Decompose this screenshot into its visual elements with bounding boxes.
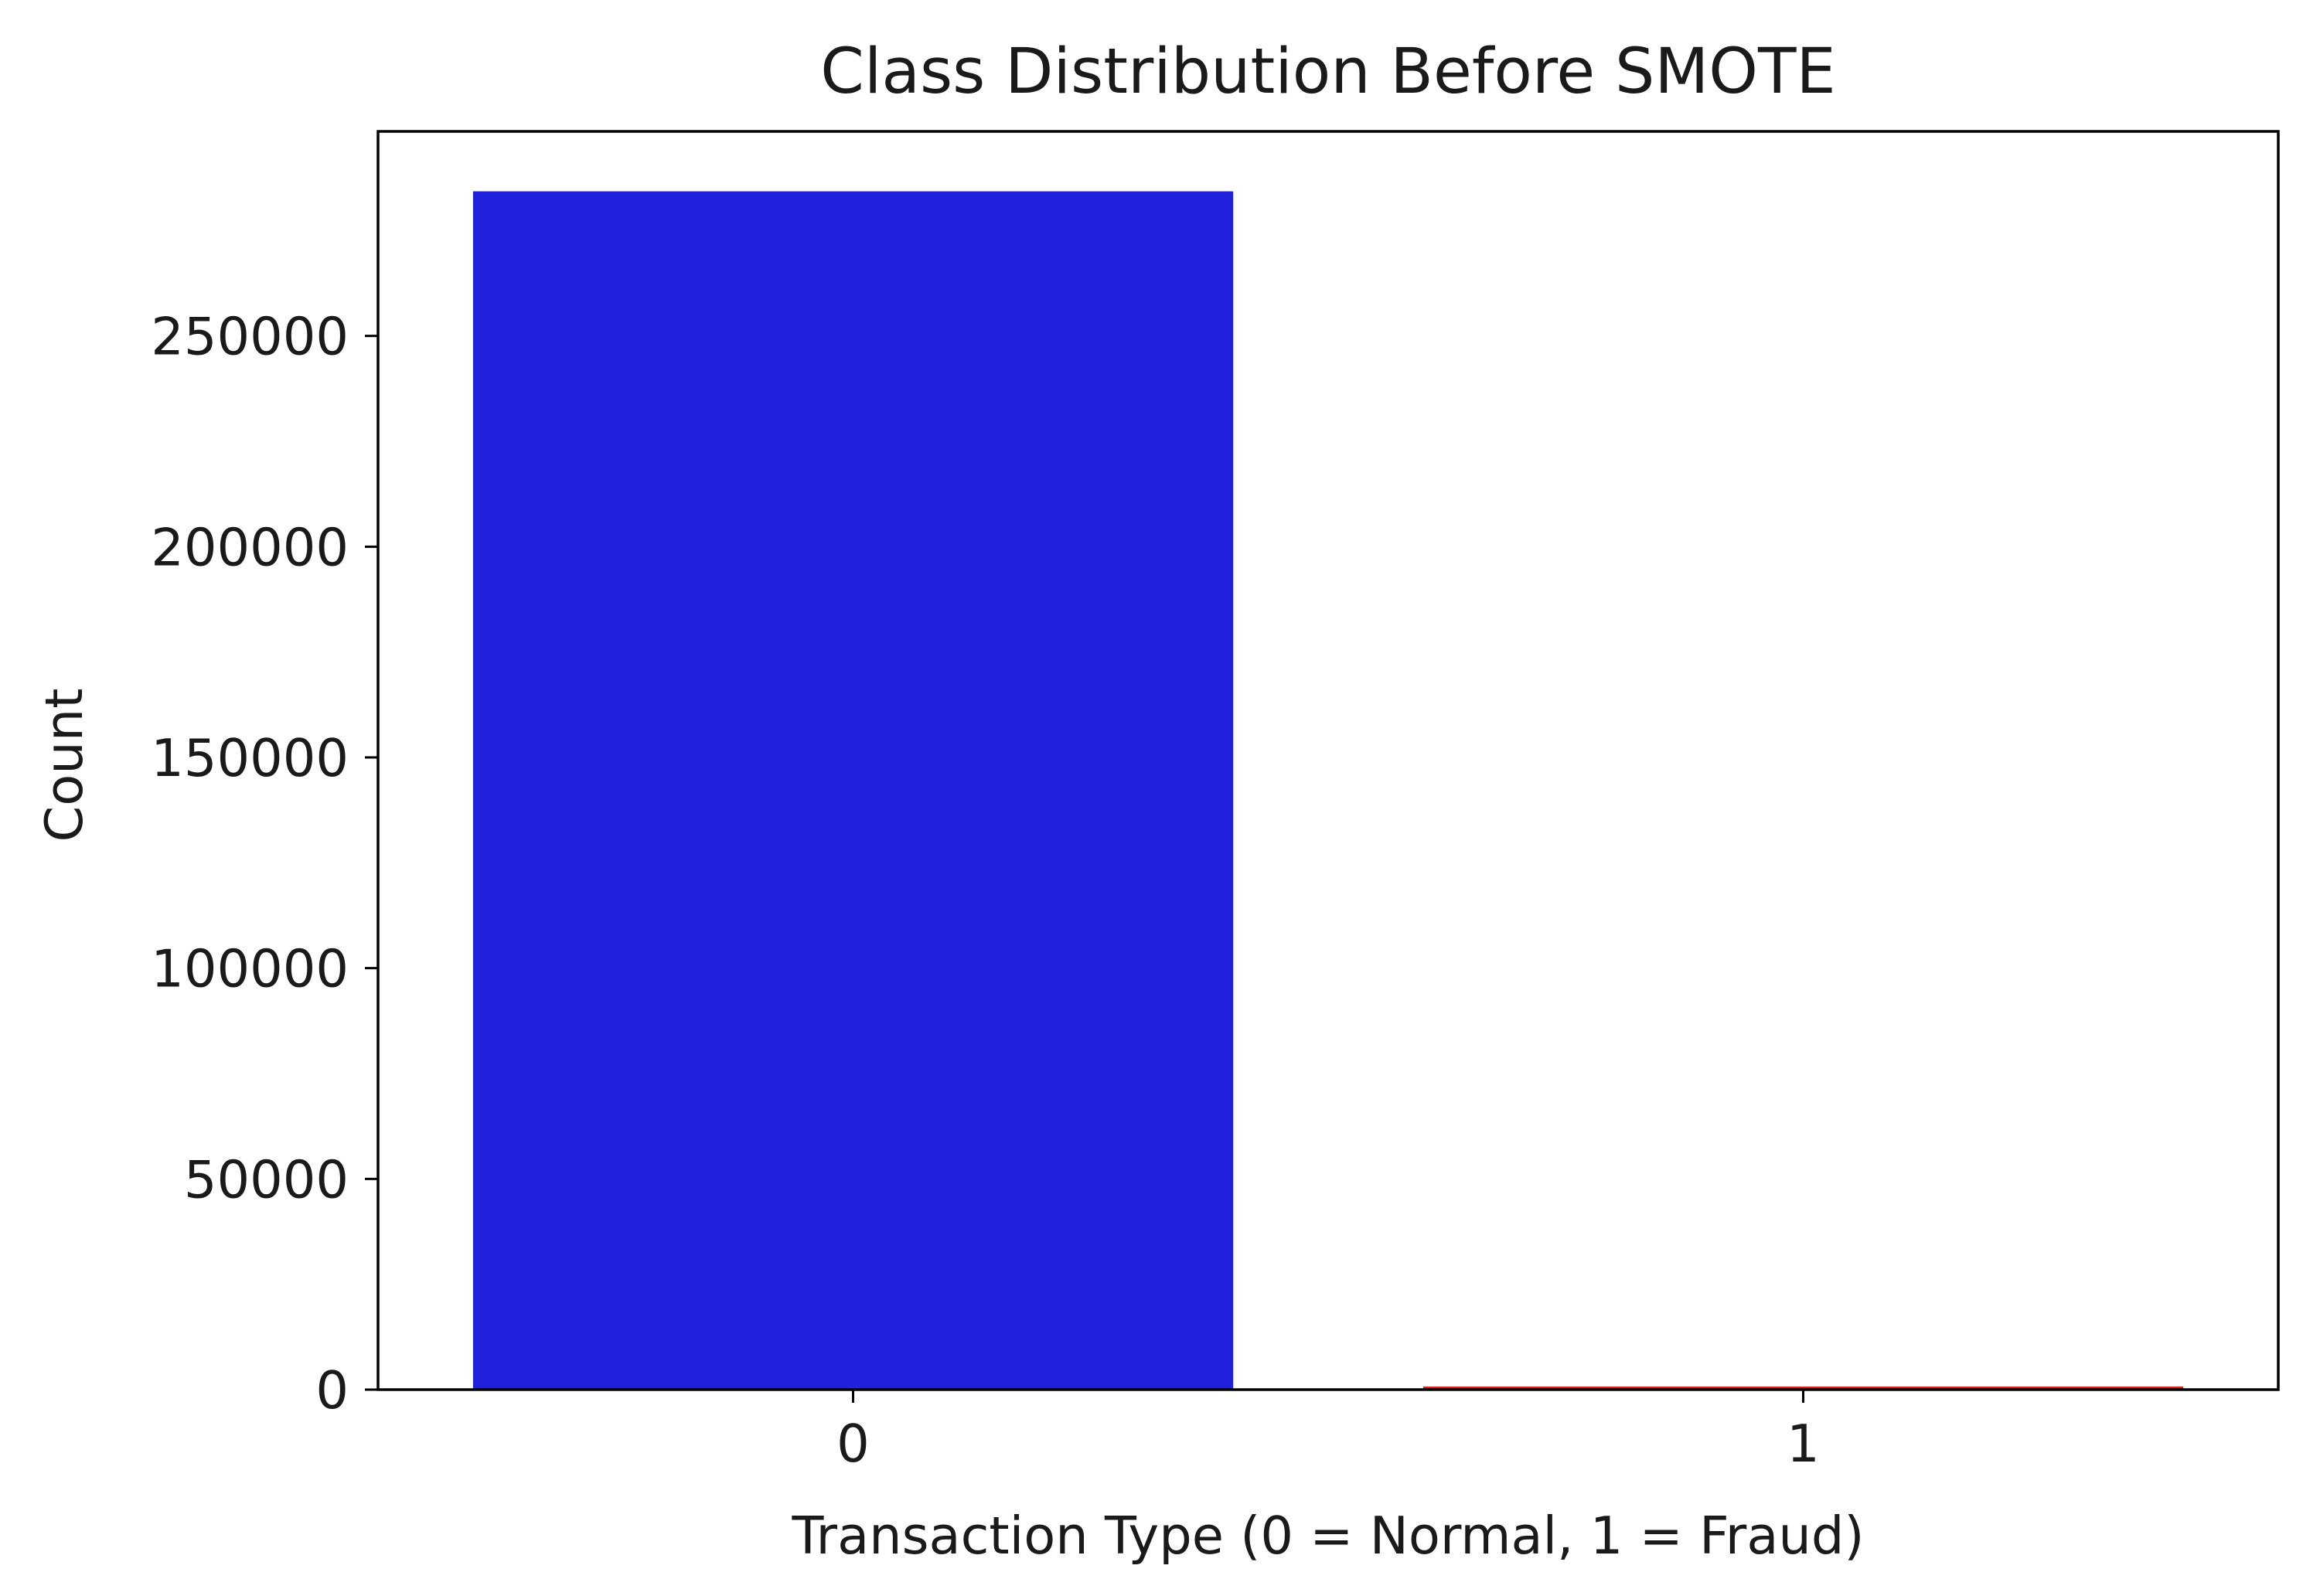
y-tick-label: 150000	[151, 728, 349, 788]
y-tick-label: 50000	[184, 1149, 349, 1210]
y-tick-label: 100000	[151, 939, 349, 999]
x-tick-label: 1	[1787, 1414, 1820, 1474]
y-axis-ticks: 0 50000 100000 150000 200000 250000	[151, 307, 378, 1421]
bar-1	[1422, 1387, 2184, 1390]
y-tick-label: 0	[315, 1360, 349, 1421]
x-axis-label: Transaction Type (0 = Normal, 1 = Fraud)	[791, 1506, 1864, 1566]
chart-title: Class Distribution Before SMOTE	[820, 36, 1835, 108]
bar-0	[472, 191, 1234, 1390]
y-axis-label: Count	[34, 689, 94, 842]
plot-frame	[376, 130, 2280, 1391]
x-tick-label: 0	[836, 1414, 870, 1474]
y-tick-label: 200000	[151, 517, 349, 577]
y-tick-label: 250000	[151, 307, 349, 367]
bars-group	[472, 191, 2184, 1390]
